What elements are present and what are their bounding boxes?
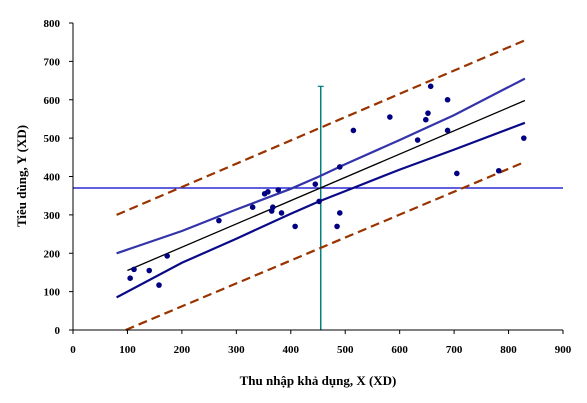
y-tick-label: 300 bbox=[44, 210, 61, 222]
y-tick-label: 100 bbox=[44, 287, 61, 299]
prediction-upper bbox=[116, 39, 526, 216]
data-point bbox=[127, 275, 133, 281]
y-tick-label: 500 bbox=[44, 133, 61, 145]
x-axis-title: Thu nhập khả dụng, X (XD) bbox=[240, 373, 397, 388]
data-point bbox=[444, 96, 451, 103]
data-point bbox=[521, 135, 527, 141]
data-point bbox=[249, 204, 256, 210]
data-point bbox=[316, 198, 322, 205]
data-point bbox=[131, 266, 137, 273]
x-tick-label: 900 bbox=[555, 344, 572, 356]
data-point bbox=[278, 210, 285, 216]
x-tick-label: 200 bbox=[174, 344, 191, 356]
data-point bbox=[275, 187, 282, 193]
confidence-upper bbox=[116, 77, 526, 255]
data-point bbox=[336, 164, 343, 170]
x-tick-label: 0 bbox=[70, 344, 76, 356]
y-tick-labels: 0 100 200 300 400 500 600 700 800 bbox=[44, 18, 61, 337]
x-tick-label: 700 bbox=[446, 344, 463, 356]
data-point bbox=[495, 167, 502, 174]
data-point bbox=[156, 282, 162, 288]
x-tick-labels: 0 100 200 300 400 500 600 700 800 900 bbox=[70, 344, 572, 356]
x-tick-label: 400 bbox=[283, 344, 300, 356]
x-tick-label: 100 bbox=[119, 344, 136, 356]
data-point bbox=[387, 114, 393, 120]
data-point bbox=[312, 181, 319, 187]
data-point bbox=[423, 116, 429, 123]
data-point bbox=[350, 127, 357, 134]
data-point bbox=[265, 189, 271, 195]
data-point bbox=[454, 170, 460, 177]
prediction-lower bbox=[125, 160, 526, 332]
data-point bbox=[292, 223, 298, 230]
y-tick-label: 400 bbox=[44, 172, 61, 184]
x-tick-label: 500 bbox=[337, 344, 354, 356]
data-point bbox=[216, 217, 222, 224]
y-tick-label: 600 bbox=[44, 95, 61, 107]
regression-line bbox=[127, 99, 526, 272]
data-points bbox=[127, 83, 527, 288]
data-point bbox=[427, 83, 434, 90]
x-tick-label: 800 bbox=[500, 344, 517, 356]
reference-lines bbox=[73, 85, 563, 330]
axes bbox=[69, 22, 564, 334]
data-point bbox=[146, 267, 153, 274]
x-tick-label: 600 bbox=[391, 344, 408, 356]
data-point bbox=[336, 210, 343, 216]
x-tick-label: 300 bbox=[228, 344, 245, 356]
data-point bbox=[164, 253, 170, 259]
data-point bbox=[270, 204, 276, 210]
y-tick-label: 800 bbox=[44, 18, 61, 30]
data-point bbox=[425, 110, 431, 116]
data-point bbox=[444, 127, 451, 134]
y-tick-label: 200 bbox=[44, 248, 61, 260]
y-tick-label: 0 bbox=[55, 325, 61, 337]
y-axis-title: Tiêu dùng, Y (XD) bbox=[14, 125, 29, 227]
data-point bbox=[334, 223, 340, 230]
data-point bbox=[414, 137, 421, 143]
y-tick-label: 700 bbox=[44, 56, 61, 68]
